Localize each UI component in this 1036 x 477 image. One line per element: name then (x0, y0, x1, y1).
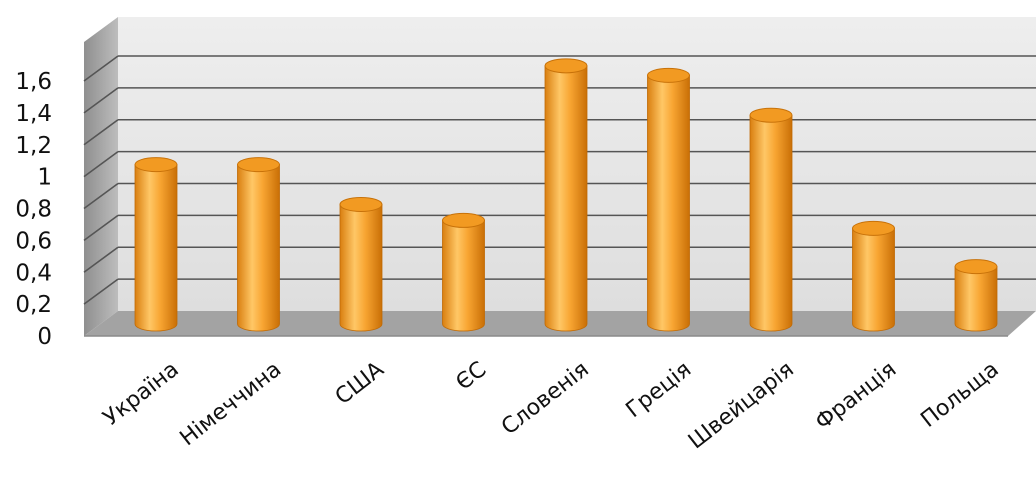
bar (749, 107, 793, 332)
x-category-label: Швейцарія (684, 357, 799, 454)
y-tick-label: 1 (37, 165, 52, 191)
x-category-label: Польща (916, 357, 1003, 433)
x-category-label: Україна (99, 357, 184, 431)
gridline-side (83, 150, 119, 178)
gridline-side (83, 55, 119, 82)
bar-top (237, 157, 280, 173)
y-tick-label: 0,8 (15, 197, 52, 223)
bar (544, 58, 588, 332)
bar (852, 220, 895, 332)
x-category-label: ЄС (452, 357, 492, 396)
bar (954, 259, 998, 332)
gridline-side (83, 119, 119, 146)
gridline-side (83, 246, 119, 273)
bar-body (647, 74, 690, 332)
bar-body (749, 114, 793, 332)
bar-top (134, 157, 178, 173)
y-tick-label: 1,2 (15, 133, 52, 159)
bar-body (852, 227, 895, 332)
x-category-label: Словенія (497, 357, 594, 440)
bar (339, 196, 383, 332)
bar-top (544, 58, 588, 74)
x-category-label: Німеччина (175, 357, 286, 451)
bar-body (134, 164, 178, 332)
bars (134, 58, 998, 332)
gridline-side (83, 182, 119, 210)
bar (647, 67, 690, 332)
x-category-label: Греція (622, 357, 697, 423)
bar-body (339, 204, 383, 332)
y-tick-label: 0,4 (15, 260, 52, 286)
gridline-side (83, 87, 119, 114)
bar-top (647, 67, 690, 83)
bar (442, 212, 485, 332)
bar-top (749, 107, 793, 123)
bar (237, 157, 280, 332)
x-category-label: Франція (811, 357, 901, 435)
bar-body (954, 266, 998, 332)
x-category-label: США (331, 357, 389, 410)
bar (134, 157, 178, 332)
y-tick-label: 1,6 (15, 69, 52, 95)
y-tick-label: 0 (37, 324, 52, 350)
bar-body (544, 65, 588, 332)
bar-body (237, 164, 280, 332)
gridline-side (83, 278, 119, 305)
gridline-side (83, 214, 119, 242)
chart-side-wall (84, 17, 118, 336)
y-tick-label: 1,4 (15, 101, 52, 127)
y-tick-label: 0,6 (15, 228, 52, 254)
bar-top (852, 220, 895, 236)
y-axis-ticks: 0 0,2 0,4 0,6 0,8 1 1,2 1,4 1,6 (15, 69, 52, 350)
bar-top (954, 259, 998, 275)
bar-top (339, 196, 383, 212)
bar-top (442, 212, 485, 228)
bar-body (442, 220, 485, 332)
y-tick-label: 0,2 (15, 292, 52, 318)
